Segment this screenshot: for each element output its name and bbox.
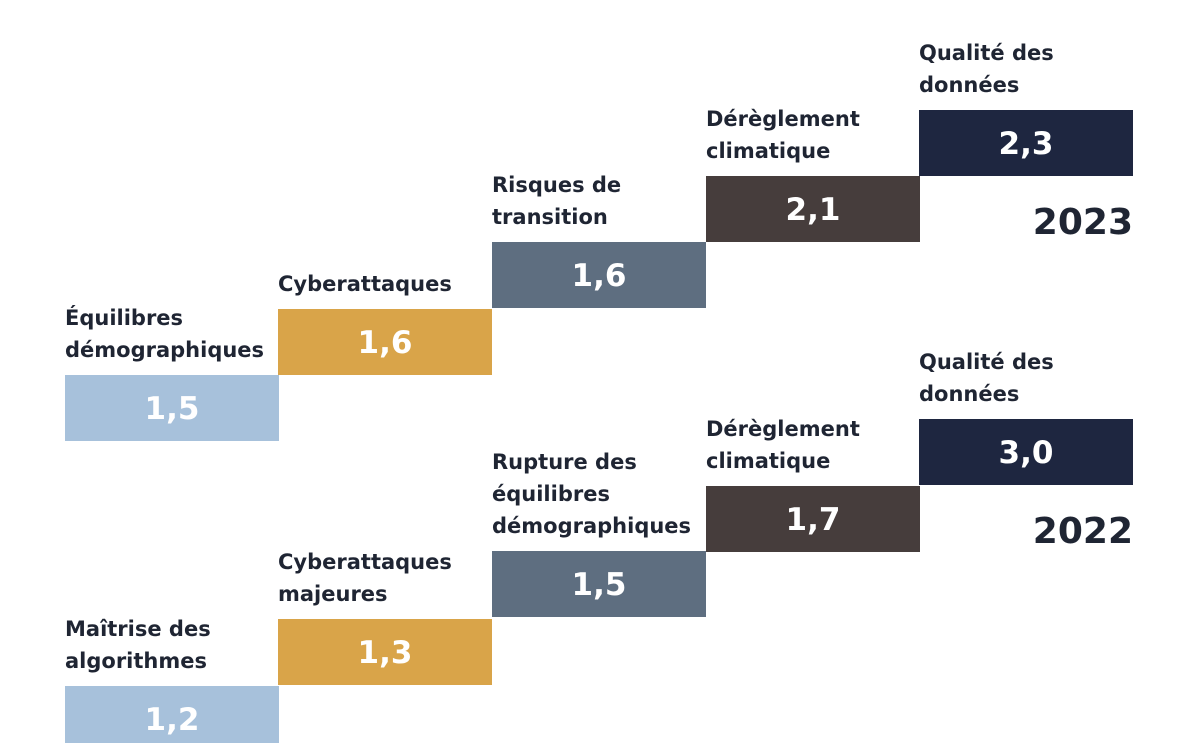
- category-label: Maîtrise des: [65, 617, 211, 641]
- category-label: climatique: [706, 449, 830, 473]
- bar-2022-1: [65, 686, 279, 743]
- category-label: données: [919, 382, 1019, 406]
- bar-2022-3: [492, 551, 706, 617]
- bar-2023-3: [492, 242, 706, 308]
- value-label: 1,3: [358, 635, 413, 671]
- category-label: données: [919, 73, 1019, 97]
- category-label: démographiques: [492, 514, 691, 538]
- chart-group-2022: 1,2 Maîtrise des algorithmes 1,3 Cyberattaqu…: [65, 350, 1133, 743]
- category-label: Cyberattaques: [278, 550, 452, 574]
- bar-2023-4: [706, 176, 920, 242]
- value-label: 3,0: [999, 435, 1054, 471]
- bar-2022-5: [919, 419, 1133, 485]
- category-label: démographiques: [65, 338, 264, 362]
- bar-2022-2: [278, 619, 492, 685]
- category-label: climatique: [706, 139, 830, 163]
- bar-2023-1: [65, 375, 279, 441]
- year-label: 2023: [1033, 202, 1133, 243]
- chart-group-2023: 1,5 Équilibres démographiques 1,6 Cyberattaq…: [65, 41, 1133, 441]
- value-label: 1,7: [786, 502, 841, 538]
- category-label: Dérèglement: [706, 417, 860, 441]
- category-label: algorithmes: [65, 649, 207, 673]
- value-label: 1,5: [145, 391, 200, 427]
- year-label: 2022: [1033, 511, 1133, 552]
- bar-2022-4: [706, 486, 920, 552]
- category-label: Qualité des: [919, 350, 1054, 374]
- bar-2023-2: [278, 309, 492, 375]
- bar-2023-5: [919, 110, 1133, 176]
- category-label: transition: [492, 205, 608, 229]
- category-label: Rupture des: [492, 450, 637, 474]
- category-label: majeures: [278, 582, 388, 606]
- value-label: 1,2: [145, 702, 200, 738]
- category-label: équilibres: [492, 482, 610, 506]
- value-label: 1,5: [572, 567, 627, 603]
- category-label: Qualité des: [919, 41, 1054, 65]
- category-label: Risques de: [492, 173, 621, 197]
- category-label: Équilibres: [65, 305, 183, 330]
- category-label: Cyberattaques: [278, 272, 452, 296]
- value-label: 2,1: [786, 192, 841, 228]
- value-label: 1,6: [358, 325, 413, 361]
- value-label: 1,6: [572, 258, 627, 294]
- value-label: 2,3: [999, 126, 1054, 162]
- category-label: Dérèglement: [706, 107, 860, 131]
